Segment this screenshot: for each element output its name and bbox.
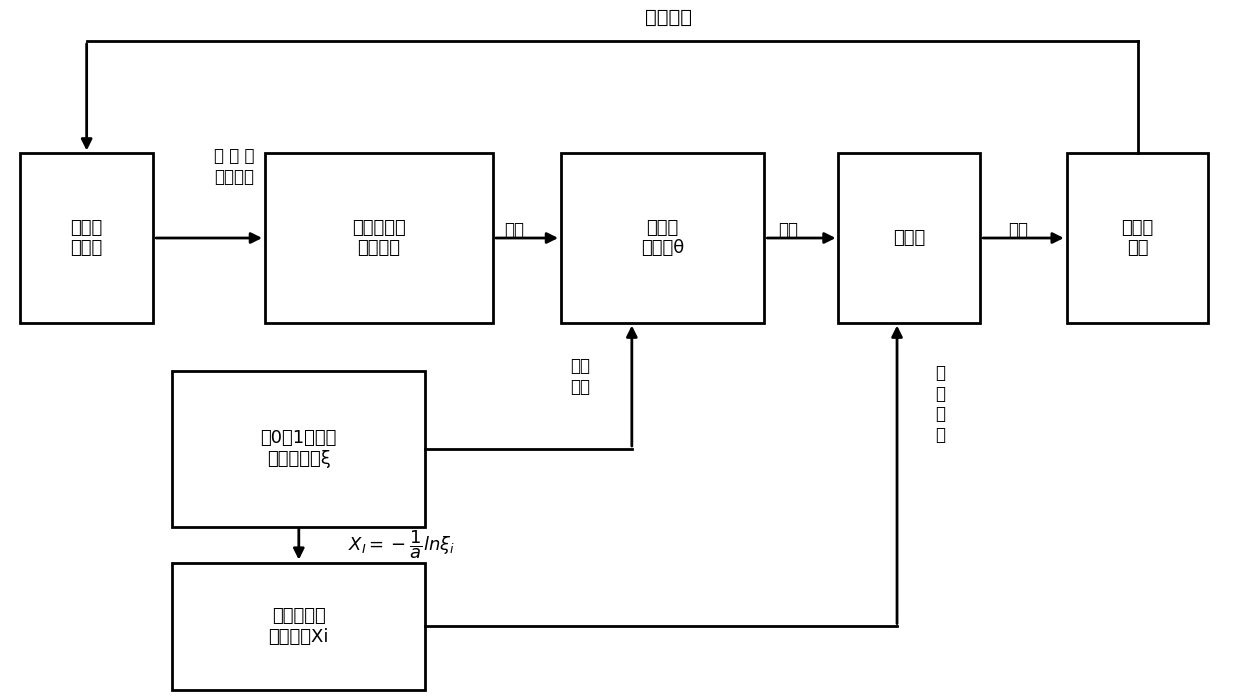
FancyBboxPatch shape — [1067, 153, 1208, 323]
FancyBboxPatch shape — [172, 562, 425, 691]
Text: 延
时
控
制: 延 时 控 制 — [935, 364, 945, 444]
Text: 服从指数分
布随机数Xi: 服从指数分 布随机数Xi — [269, 607, 330, 646]
Text: 数 据 采
集、录入: 数 据 采 集、录入 — [214, 147, 255, 186]
Text: 实际核
能谱图: 实际核 能谱图 — [71, 219, 103, 257]
Text: 各能级幅值
及计数率: 各能级幅值 及计数率 — [352, 219, 406, 257]
Text: 统计: 统计 — [1007, 221, 1028, 238]
Text: 反演对比: 反演对比 — [646, 8, 693, 27]
Text: $X_I = -\dfrac{1}{a}ln\xi_i$: $X_I = -\dfrac{1}{a}ln\xi_i$ — [348, 528, 455, 561]
Text: 输出: 输出 — [504, 221, 524, 238]
FancyBboxPatch shape — [839, 153, 980, 323]
FancyBboxPatch shape — [172, 371, 425, 527]
FancyBboxPatch shape — [265, 153, 493, 323]
Text: 输出: 输出 — [778, 221, 798, 238]
FancyBboxPatch shape — [561, 153, 764, 323]
Text: （0，1）均匀
分布随机数ξ: （0，1）均匀 分布随机数ξ — [260, 429, 337, 468]
Text: 模拟能
谱图: 模拟能 谱图 — [1121, 219, 1154, 257]
Text: 直接
抽样: 直接 抽样 — [570, 357, 590, 396]
Text: 核脉冲: 核脉冲 — [893, 229, 926, 247]
FancyBboxPatch shape — [20, 153, 154, 323]
Text: 能级的
随机数θ: 能级的 随机数θ — [641, 219, 684, 257]
